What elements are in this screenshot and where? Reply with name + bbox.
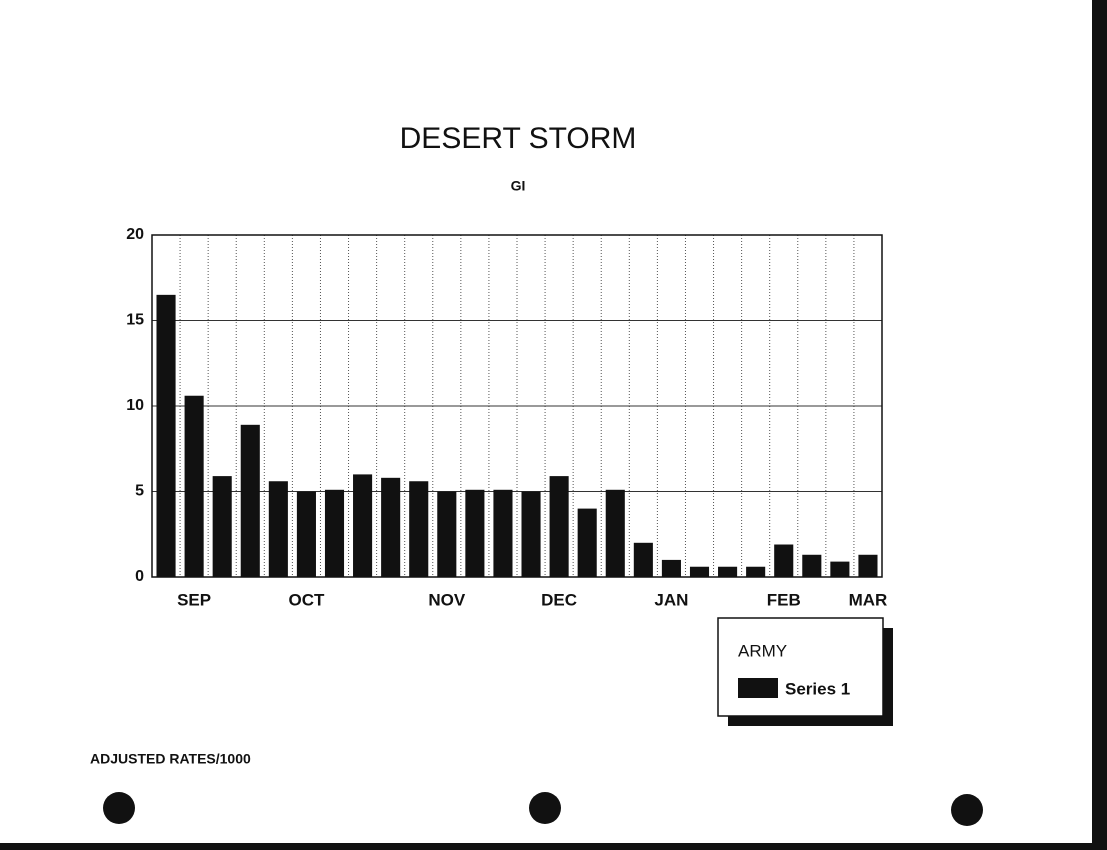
bar (661, 559, 681, 577)
legend-title: ARMY (738, 641, 787, 660)
x-tick-label: SEP (177, 590, 211, 609)
scan-edge (0, 843, 1107, 850)
scan-edge (1092, 0, 1107, 850)
legend-box (717, 617, 884, 717)
bar (718, 566, 738, 577)
chart-subtitle: GI (511, 178, 526, 194)
legend-swatch (738, 678, 778, 698)
bar (324, 489, 345, 577)
legend-shadow (883, 628, 893, 726)
legend-shadow (728, 716, 893, 726)
bar (802, 554, 822, 577)
x-tick-label: JAN (654, 590, 688, 609)
x-tick-label: MAR (849, 590, 888, 609)
bar (549, 476, 569, 577)
bar (240, 424, 260, 577)
footnote: ADJUSTED RATES/1000 (90, 751, 251, 767)
bar (296, 491, 316, 577)
x-tick-label: DEC (541, 590, 577, 609)
y-tick-label: 5 (135, 483, 144, 500)
bar (746, 566, 766, 577)
bar (858, 554, 878, 577)
bar (381, 477, 401, 577)
bar (493, 489, 513, 577)
legend-label: Series 1 (785, 679, 850, 698)
y-tick-label: 0 (135, 568, 144, 585)
punch-hole (951, 794, 983, 826)
bar (184, 395, 204, 577)
bar (409, 481, 429, 577)
bar (353, 474, 373, 577)
punch-hole (103, 792, 135, 824)
x-tick-label: FEB (767, 590, 801, 609)
bar (577, 508, 597, 577)
bar (212, 476, 232, 577)
bar (156, 294, 176, 577)
y-tick-label: 10 (126, 397, 144, 414)
y-tick-label: 15 (126, 312, 144, 329)
bar (521, 491, 541, 577)
y-tick-label: 20 (126, 226, 144, 243)
chart-title: DESERT STORM (400, 122, 637, 155)
bar (437, 491, 457, 577)
x-tick-label: OCT (288, 590, 325, 609)
bar (633, 542, 653, 577)
bar (830, 561, 850, 577)
bar (268, 481, 288, 577)
bar (689, 566, 710, 577)
bar (774, 544, 794, 577)
bar (605, 489, 625, 577)
bar (465, 489, 485, 577)
punch-hole (529, 792, 561, 824)
plot-frame (151, 234, 883, 578)
x-tick-label: NOV (428, 590, 466, 609)
